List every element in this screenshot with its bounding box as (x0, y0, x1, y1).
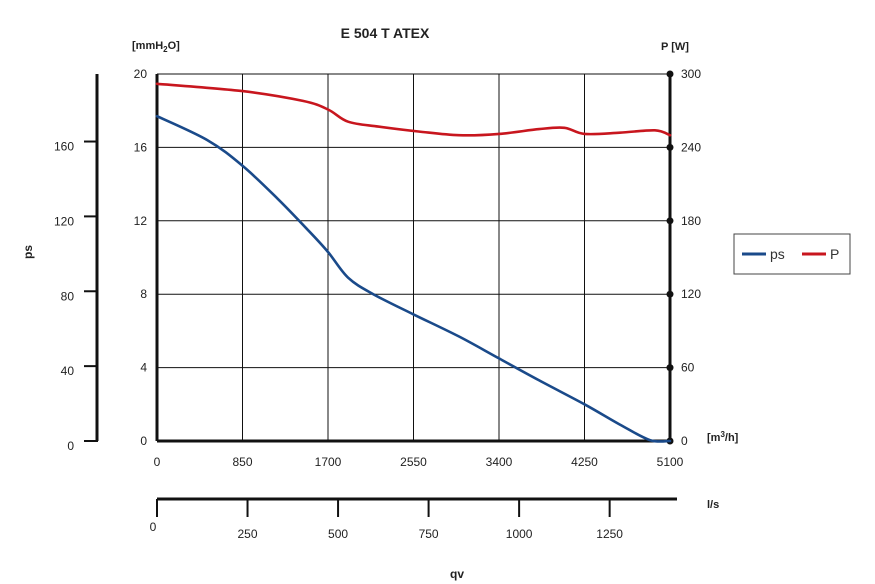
pa-tick-label: 80 (61, 289, 75, 303)
legend-ps-label: ps (770, 246, 785, 262)
ls-tick-label: 1250 (596, 527, 623, 541)
left-tick-label: 4 (140, 361, 147, 375)
ls-tick-label: 500 (328, 527, 348, 541)
qv-axis-label: qv (450, 567, 464, 581)
x-tick-label: 3400 (486, 455, 513, 469)
x-tick-label: 5100 (657, 455, 684, 469)
series-line-P (155, 82, 672, 137)
left-tick-label: 20 (134, 67, 148, 81)
right-tick-label: 180 (681, 214, 701, 228)
right-tick-label: 120 (681, 287, 701, 301)
right-tick-mark (666, 70, 674, 78)
pa-tick-label: 40 (61, 364, 75, 378)
right-tick-label: 240 (681, 140, 701, 154)
right-tick-label: 300 (681, 67, 701, 81)
left-tick-label: 16 (134, 140, 148, 154)
pa-tick-label: 0 (67, 439, 74, 453)
x-tick-label: 4250 (571, 455, 598, 469)
right-tick-mark (666, 143, 674, 151)
x-tick-label: 2550 (400, 455, 427, 469)
ls-tick-label: 250 (238, 527, 258, 541)
x-axis-ticks: 0 850 1700 2550 3400 4250 5100 (154, 455, 684, 469)
left-tick-label: 12 (134, 214, 148, 228)
pa-tick-label: 160 (54, 140, 74, 154)
legend-p-label: P (830, 246, 839, 262)
chart-title: E 504 T ATEX (341, 25, 430, 41)
left-axis-ticks: 0 4 8 12 16 20 (134, 67, 148, 448)
series-line-ps (155, 114, 672, 443)
flow-unit-m3h: [m3/h] (707, 430, 739, 444)
left-tick-label: 8 (140, 287, 147, 301)
right-tick-mark (666, 364, 674, 372)
series-lines (155, 82, 672, 443)
right-tick-label: 60 (681, 361, 695, 375)
right-tick-label: 0 (681, 434, 688, 448)
left-axis-unit: [mmH2O] (132, 40, 180, 54)
right-tick-mark (666, 217, 674, 225)
right-axis-ticks: 0 60 120 180 240 300 (666, 67, 701, 448)
legend: ps P (733, 233, 851, 275)
right-tick-mark (666, 290, 674, 298)
grid (155, 73, 672, 443)
left-tick-label: 0 (140, 434, 147, 448)
ps-pa-axis: 0 40 80 120 160 (54, 74, 99, 453)
ls-tick-label: 1000 (506, 527, 533, 541)
pa-tick-label: 120 (54, 214, 74, 228)
ps-axis-label: ps (21, 245, 35, 259)
flow-ls-axis: 0 250 500 750 1000 1250 (150, 497, 677, 541)
x-tick-label: 1700 (315, 455, 342, 469)
right-axis-unit: P [W] (661, 41, 689, 53)
flow-unit-ls: l/s (707, 499, 719, 511)
x-tick-label: 850 (232, 455, 252, 469)
ls-tick-label: 0 (150, 520, 157, 534)
ls-tick-label: 750 (419, 527, 439, 541)
x-tick-label: 0 (154, 455, 161, 469)
